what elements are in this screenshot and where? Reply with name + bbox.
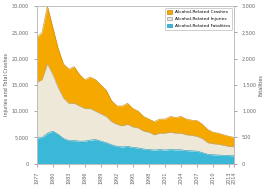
Y-axis label: Injuries and Total Crashes: Injuries and Total Crashes [4, 53, 9, 116]
Legend: Alcohol-Related Crashes, Alcohol-Related Injuries, Alcohol-Related Fatalities: Alcohol-Related Crashes, Alcohol-Related… [165, 8, 232, 30]
Y-axis label: Fatalities: Fatalities [259, 74, 264, 96]
